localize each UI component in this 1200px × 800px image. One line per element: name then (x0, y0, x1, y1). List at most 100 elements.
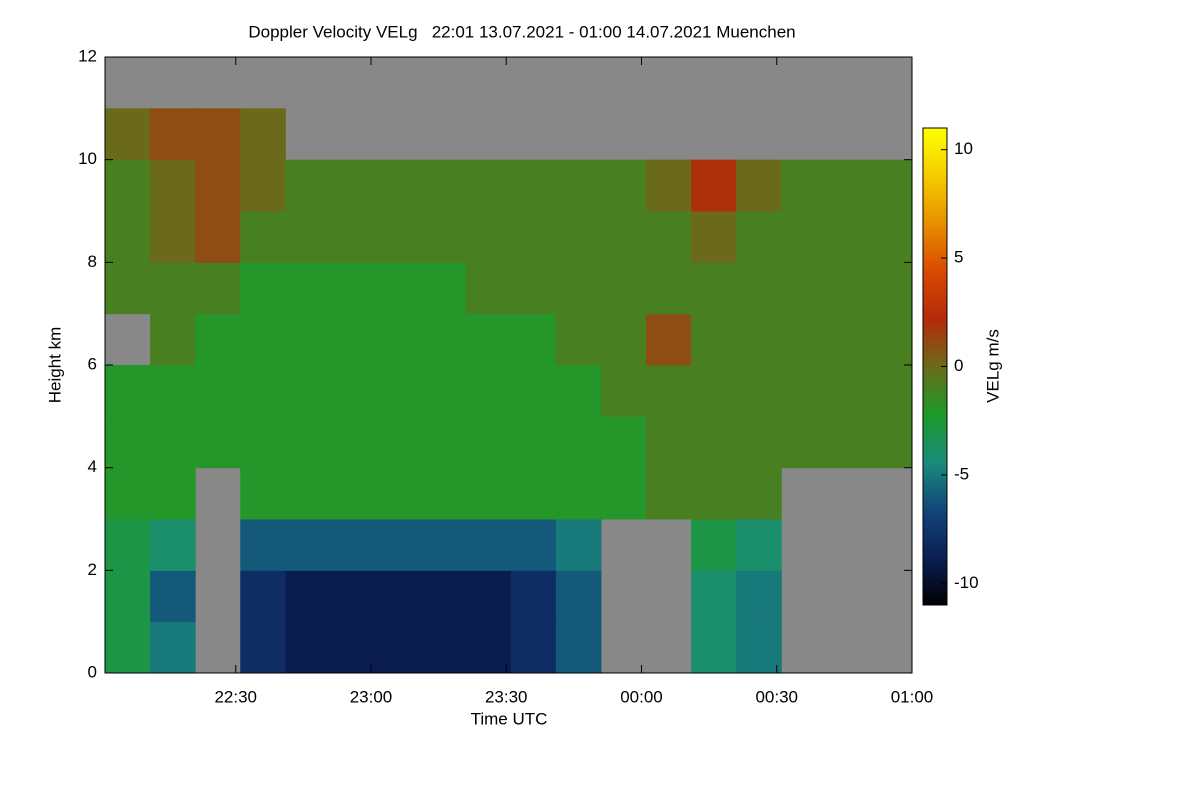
heatmap-cell (691, 211, 737, 263)
heatmap-cell (781, 365, 827, 417)
heatmap-cell (781, 159, 827, 212)
heatmap-cell (375, 262, 422, 315)
heatmap-cell (555, 365, 602, 417)
heatmap-cell (375, 467, 422, 520)
heatmap-cell (375, 159, 422, 212)
heatmap-cell (736, 416, 782, 469)
heatmap-cell (600, 416, 647, 469)
heatmap-cell (285, 467, 331, 520)
heatmap-cell (420, 365, 467, 417)
heatmap-cell (691, 621, 737, 674)
colorbar-label: VELg m/s (983, 329, 1002, 403)
heatmap-cell (105, 211, 151, 263)
heatmap-cell (330, 211, 377, 263)
heatmap-cell (826, 313, 872, 366)
heatmap-cell (555, 159, 602, 212)
heatmap-cell (691, 159, 737, 212)
heatmap-cell (736, 570, 782, 623)
heatmap-cell (600, 211, 647, 263)
heatmap-cell (420, 313, 467, 366)
heatmap-cell (330, 262, 377, 315)
heatmap-cell (150, 365, 196, 417)
heatmap-cell (781, 416, 827, 469)
heatmap-cell (240, 519, 286, 571)
heatmap-cell (555, 416, 602, 469)
heatmap-cell (465, 262, 512, 315)
x-tick-label: 00:00 (620, 687, 663, 706)
heatmap-cell (240, 108, 286, 161)
heatmap-cell (195, 159, 241, 212)
heatmap-cell (105, 159, 151, 212)
heatmap-cell (510, 313, 557, 366)
heatmap-cell (330, 570, 377, 623)
x-tick-label: 23:00 (350, 687, 393, 706)
heatmap-cell (240, 467, 286, 520)
heatmap-cell (871, 416, 913, 469)
heatmap-cell (465, 519, 512, 571)
heatmap-cell (510, 159, 557, 212)
heatmap-cell (195, 108, 241, 161)
heatmap-cell (375, 365, 422, 417)
heatmap-cell (420, 159, 467, 212)
heatmap-cell (285, 313, 331, 366)
heatmap-cell (826, 211, 872, 263)
heatmap-cell (510, 467, 557, 520)
heatmap-cell (240, 262, 286, 315)
colorbar-tick-label: -10 (954, 573, 979, 592)
x-tick-label: 00:30 (755, 687, 798, 706)
heatmap-cell (150, 211, 196, 263)
heatmap-cell (330, 313, 377, 366)
heatmap-cell (240, 211, 286, 263)
heatmap-cell (826, 262, 872, 315)
heatmap-cell (600, 467, 647, 520)
heatmap-cell (195, 313, 241, 366)
heatmap-cell (150, 313, 196, 366)
heatmap-cell (420, 467, 467, 520)
heatmap-cell (555, 262, 602, 315)
heatmap-cell (240, 570, 286, 623)
heatmap-cell (736, 159, 782, 212)
heatmap-cell (555, 570, 602, 623)
colorbar-tick-label: 0 (954, 356, 963, 375)
heatmap-cell (781, 313, 827, 366)
heatmap-cell (240, 365, 286, 417)
heatmap-cell (646, 467, 692, 520)
heatmap-cell (240, 416, 286, 469)
heatmap-cell (691, 570, 737, 623)
heatmap-cell (195, 262, 241, 315)
heatmap-cell (195, 416, 241, 469)
heatmap-cell (691, 416, 737, 469)
y-tick-label: 10 (78, 149, 97, 168)
heatmap-cell (285, 211, 331, 263)
heatmap-cell (375, 570, 422, 623)
heatmap-cell (195, 365, 241, 417)
heatmap-cell (691, 365, 737, 417)
heatmap-cell (736, 621, 782, 674)
heatmap-cell (150, 416, 196, 469)
x-tick-label: 01:00 (891, 687, 934, 706)
y-tick-label: 8 (88, 252, 97, 271)
x-axis-label: Time UTC (471, 709, 548, 728)
colorbar-tick-label: 5 (954, 248, 963, 267)
heatmap-cell (420, 570, 467, 623)
heatmap-cell (510, 365, 557, 417)
heatmap-cell (105, 467, 151, 520)
chart-title: Doppler Velocity VELg 22:01 13.07.2021 -… (248, 22, 795, 41)
heatmap-cell (465, 467, 512, 520)
heatmap-cell (871, 365, 913, 417)
heatmap-cell (691, 313, 737, 366)
heatmap-cell (871, 262, 913, 315)
heatmap-cell (105, 108, 151, 161)
heatmap-cell (826, 416, 872, 469)
heatmap-cell (420, 211, 467, 263)
heatmap-cell (420, 416, 467, 469)
heatmap-cell (465, 159, 512, 212)
heatmap-cell (871, 159, 913, 212)
heatmap-cell (285, 262, 331, 315)
heatmap-cell (646, 365, 692, 417)
heatmap-cell (150, 262, 196, 315)
heatmap-cell (420, 262, 467, 315)
heatmap-cell (736, 262, 782, 315)
heatmap-cell (240, 313, 286, 366)
